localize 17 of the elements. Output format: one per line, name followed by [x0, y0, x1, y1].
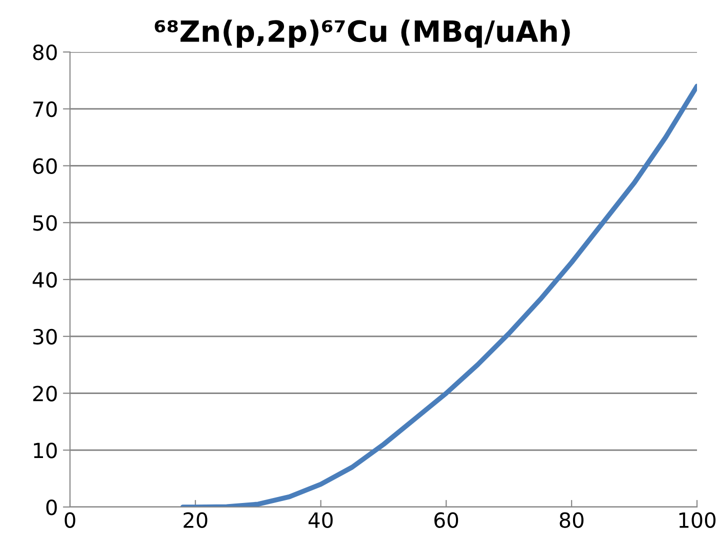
line-series	[180, 84, 697, 507]
x-tick-label: 80	[560, 512, 584, 528]
x-tick-label: 20	[184, 512, 208, 528]
y-tick-label: 70	[33, 101, 57, 118]
y-tick-label: 10	[34, 442, 57, 458]
x-tick-label: 100	[679, 512, 716, 528]
y-tick-label: 50	[33, 215, 57, 231]
y-tick-label: 80	[33, 44, 57, 60]
y-tick-label: 60	[33, 158, 57, 174]
y-tick-label: 0	[46, 499, 57, 516]
x-tick-label: 60	[434, 512, 458, 528]
chart-title: ⁶⁸Zn(p,2p)⁶⁷Cu (MBq/uAh)	[154, 20, 570, 48]
y-tick-label: 30	[33, 328, 57, 345]
y-tick-label: 40	[32, 272, 57, 288]
x-tick-label: 40	[308, 512, 333, 528]
y-tick-label: 20	[33, 386, 57, 402]
x-tick-label: 0	[64, 512, 76, 528]
